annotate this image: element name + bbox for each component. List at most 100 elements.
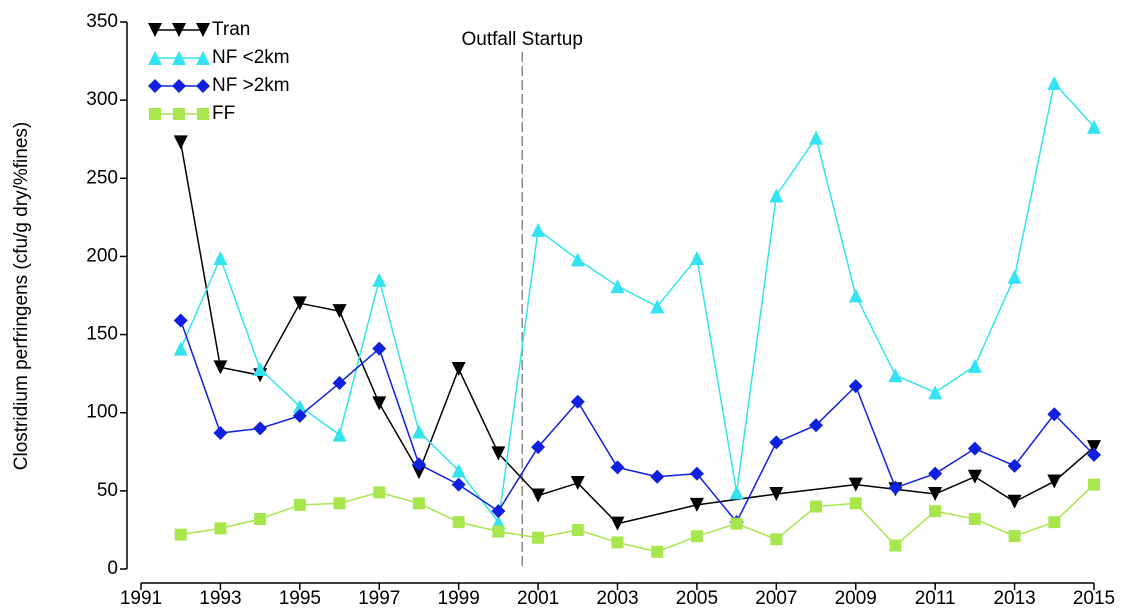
marker	[769, 486, 784, 501]
legend-marker	[148, 23, 162, 37]
y-tick-label: 300	[86, 89, 118, 110]
legend-marker	[196, 79, 210, 93]
marker	[689, 466, 704, 481]
marker	[570, 476, 585, 491]
marker	[848, 288, 863, 303]
marker	[611, 536, 624, 549]
legend-marker	[148, 51, 162, 65]
marker	[809, 130, 824, 145]
marker	[967, 469, 982, 484]
marker	[1047, 407, 1062, 422]
marker	[531, 222, 546, 237]
marker	[729, 485, 744, 500]
marker	[173, 135, 188, 150]
marker	[174, 528, 187, 541]
marker	[1087, 447, 1101, 462]
marker	[372, 341, 387, 356]
marker	[254, 512, 267, 525]
marker	[848, 477, 863, 492]
marker	[1047, 75, 1062, 90]
x-tick-label: 1991	[120, 588, 162, 609]
marker	[1007, 269, 1022, 284]
x-tick-label: 2013	[993, 588, 1035, 609]
legend-marker	[197, 108, 209, 120]
x-tick-label: 2003	[596, 588, 638, 609]
marker	[333, 497, 346, 510]
marker	[292, 399, 307, 414]
x-tick-label: 1997	[358, 588, 400, 609]
marker	[928, 466, 943, 481]
annotation-text: Outfall Startup	[461, 29, 582, 50]
marker	[173, 313, 188, 328]
marker	[651, 545, 664, 558]
x-tick-label: 1993	[199, 588, 241, 609]
marker	[213, 360, 228, 375]
marker	[967, 441, 982, 456]
marker	[928, 486, 943, 501]
legend-marker	[173, 108, 185, 120]
legend-marker	[172, 79, 186, 93]
marker	[570, 394, 585, 409]
marker	[372, 272, 387, 287]
marker	[1008, 530, 1021, 543]
marker	[411, 424, 426, 439]
marker	[492, 525, 505, 538]
x-tick-label: 2011	[915, 588, 956, 609]
marker	[253, 361, 268, 376]
legend-marker	[148, 79, 162, 93]
y-tick-label: 250	[86, 167, 118, 188]
marker	[889, 539, 902, 552]
y-tick-label: 200	[86, 245, 118, 266]
marker	[650, 469, 665, 484]
legend-marker	[172, 23, 186, 37]
marker	[531, 488, 546, 503]
x-tick-label: 2015	[1073, 588, 1115, 609]
marker	[929, 505, 942, 518]
marker	[213, 250, 228, 265]
marker	[769, 188, 784, 203]
marker	[967, 358, 982, 373]
marker	[650, 299, 665, 314]
x-tick-label: 1999	[438, 588, 480, 609]
marker	[1087, 440, 1101, 455]
y-axis-label: Clostridium perfringens (cfu/g dry/%fine…	[11, 122, 32, 470]
marker	[689, 497, 704, 512]
x-tick-label: 1995	[279, 588, 321, 609]
marker	[571, 523, 584, 536]
marker	[769, 435, 784, 450]
marker	[928, 385, 943, 400]
marker	[1088, 478, 1100, 491]
series-line	[179, 142, 1095, 525]
marker	[570, 252, 585, 267]
marker	[292, 408, 307, 423]
marker	[888, 368, 903, 383]
marker	[1048, 516, 1061, 529]
marker	[532, 531, 545, 544]
series-line	[180, 484, 1095, 553]
marker	[610, 460, 625, 475]
marker	[531, 440, 546, 455]
marker	[849, 497, 862, 510]
marker	[332, 376, 347, 391]
legend-marker	[196, 23, 210, 37]
marker	[690, 530, 703, 543]
marker	[888, 480, 903, 495]
y-tick-label: 350	[86, 11, 118, 32]
marker	[292, 296, 307, 311]
marker	[610, 279, 625, 294]
y-tick-label: 100	[86, 402, 118, 423]
legend-marker	[149, 108, 161, 120]
marker	[451, 463, 466, 478]
y-tick-label: 50	[97, 480, 118, 501]
marker	[1007, 458, 1022, 473]
marker	[730, 517, 743, 530]
marker	[770, 533, 783, 546]
marker	[451, 477, 466, 492]
y-tick-label: 0	[107, 558, 118, 579]
legend-marker	[172, 51, 186, 65]
marker	[610, 516, 625, 531]
marker	[452, 516, 465, 529]
legend-label: FF	[212, 103, 235, 124]
marker	[213, 426, 228, 441]
series-line	[180, 81, 1095, 524]
